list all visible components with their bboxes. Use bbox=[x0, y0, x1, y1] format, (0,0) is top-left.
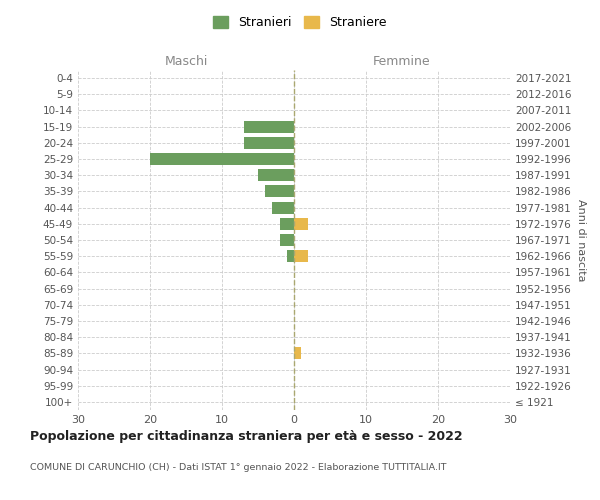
Text: Maschi: Maschi bbox=[164, 54, 208, 68]
Bar bbox=[280, 234, 294, 246]
Bar bbox=[287, 250, 294, 262]
Bar bbox=[265, 186, 294, 198]
Bar bbox=[244, 120, 294, 132]
Bar bbox=[294, 250, 308, 262]
Bar bbox=[294, 218, 308, 230]
Y-axis label: Anni di nascita: Anni di nascita bbox=[575, 198, 586, 281]
Bar bbox=[294, 348, 301, 360]
Legend: Stranieri, Straniere: Stranieri, Straniere bbox=[208, 11, 392, 34]
Text: COMUNE DI CARUNCHIO (CH) - Dati ISTAT 1° gennaio 2022 - Elaborazione TUTTITALIA.: COMUNE DI CARUNCHIO (CH) - Dati ISTAT 1°… bbox=[30, 462, 446, 471]
Bar bbox=[244, 137, 294, 149]
Bar bbox=[258, 169, 294, 181]
Bar bbox=[272, 202, 294, 213]
Bar bbox=[280, 218, 294, 230]
Text: Popolazione per cittadinanza straniera per età e sesso - 2022: Popolazione per cittadinanza straniera p… bbox=[30, 430, 463, 443]
Text: Femmine: Femmine bbox=[373, 54, 431, 68]
Bar bbox=[150, 153, 294, 165]
Y-axis label: Fasce di età: Fasce di età bbox=[0, 207, 1, 273]
